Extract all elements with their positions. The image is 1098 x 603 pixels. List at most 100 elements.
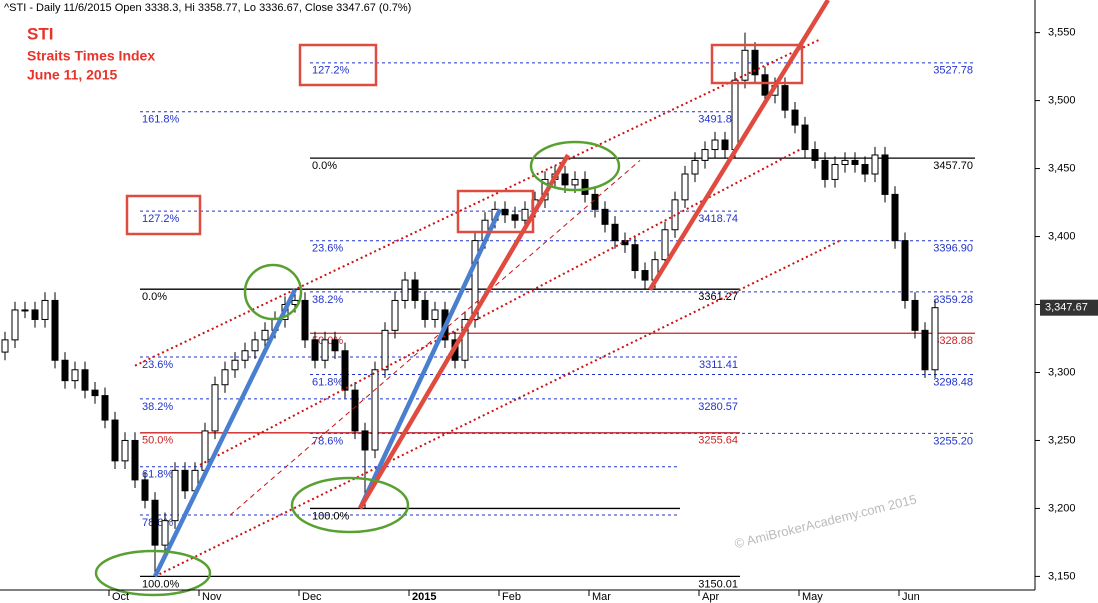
candle-body [341, 350, 349, 391]
candle-body [251, 339, 259, 352]
candle-body [171, 469, 179, 522]
candle-body [851, 159, 859, 165]
fib-value-label: 3457.70 [933, 160, 973, 172]
highlight-box [125, 194, 202, 236]
candle-body [301, 299, 309, 341]
fib-value-label: 3311.41 [699, 359, 738, 371]
candle-body [401, 279, 409, 301]
last-price-box [1040, 299, 1098, 316]
fib-value-label: 3255.64 [698, 435, 738, 447]
candle-body [31, 309, 39, 320]
candle-body [411, 279, 419, 301]
candle-body [751, 49, 759, 76]
candle-body [571, 178, 579, 186]
candle-body [501, 208, 509, 216]
candle-body [691, 159, 699, 175]
fib-label: 100.0% [312, 510, 350, 522]
candle-body [111, 419, 119, 462]
candle-body [101, 395, 109, 421]
chart-title: STI [27, 24, 53, 43]
chart-subtitle: Straits Times Index [27, 48, 155, 64]
candle-body [241, 350, 249, 361]
fib-label: 50.0% [142, 435, 173, 447]
candle-body [121, 439, 129, 462]
candle-body [181, 469, 189, 492]
x-tick-label: 2015 [412, 591, 436, 603]
fib-value-label: 3255.20 [933, 435, 973, 447]
fib-value-label: 3328.88 [933, 335, 973, 347]
fib-label: 0.0% [142, 291, 167, 303]
candle-body [911, 299, 919, 331]
candle-body [601, 208, 609, 225]
candle-body [901, 240, 909, 301]
fib-label: 23.6% [312, 243, 343, 255]
fib-label: 100.0% [142, 578, 180, 590]
candle-body [811, 149, 819, 161]
x-tick-label: Apr [702, 591, 719, 603]
highlight-ellipse [529, 140, 621, 192]
fib-label: 38.2% [312, 294, 343, 306]
candle-body [21, 309, 29, 312]
fib-label: 0.0% [312, 160, 337, 172]
highlight-ellipse [94, 549, 212, 597]
candle-body [371, 369, 379, 451]
candle-body [891, 193, 899, 242]
y-tick-label: 3,400 [1048, 230, 1076, 242]
candle-body [661, 229, 669, 261]
highlight-ellipse [243, 263, 303, 321]
candle-body [11, 309, 19, 341]
candle-body [461, 318, 469, 361]
fib-label: 127.2% [312, 65, 350, 77]
x-tick-label: Feb [502, 591, 521, 603]
fib-value-label: 3491.83 [698, 114, 738, 126]
candle-body [701, 149, 709, 161]
candle-body [91, 389, 99, 397]
fib-label: 161.8% [142, 114, 180, 126]
candle-body [581, 178, 589, 195]
highlight-ellipse [290, 476, 410, 534]
x-tick-label: May [802, 591, 823, 603]
trend-line [229, 160, 641, 516]
candle-body [871, 154, 879, 175]
candle-body [561, 173, 569, 186]
fib-label: 23.6% [142, 359, 173, 371]
y-tick-label: 3,200 [1048, 502, 1076, 514]
candle-body [511, 214, 519, 221]
candle-body [391, 299, 399, 331]
trend-line [357, 208, 503, 510]
chart-date: June 11, 2015 [27, 67, 118, 83]
x-tick-label: Dec [302, 591, 322, 603]
candle-body [821, 159, 829, 180]
x-tick-label: Nov [202, 591, 222, 603]
candle-body [61, 359, 69, 382]
candle-body [321, 339, 329, 361]
candle-body [141, 479, 149, 501]
candle-body [211, 384, 219, 432]
candle-body [721, 139, 729, 151]
y-tick-label: 3,300 [1048, 366, 1076, 378]
candle-body [881, 154, 889, 195]
fib-value-label: 3150.01 [698, 578, 738, 590]
fib-label: 127.2% [142, 213, 180, 225]
fib-value-label: 3527.78 [933, 65, 973, 77]
candle-body [361, 430, 369, 451]
y-tick-label: 3,150 [1048, 570, 1076, 582]
fib-value-label: 3298.48 [933, 376, 973, 388]
candle-body [81, 369, 89, 391]
candle-body [41, 299, 49, 320]
candle-body [331, 339, 339, 352]
candle-body [761, 74, 769, 96]
candle-body [841, 159, 849, 165]
fib-label: 38.2% [142, 401, 173, 413]
plot-area: 161.8% 3491.83 127.2% 3418.74 0.0% 3361.27 23.… [1, 0, 975, 590]
candle-body [381, 329, 389, 371]
candle-body [261, 329, 269, 341]
y-tick-label: 3,500 [1048, 95, 1076, 107]
candle-body [921, 329, 929, 371]
candle-body [131, 439, 139, 481]
fib-label: 78.6% [312, 435, 343, 447]
x-tick-label: Mar [592, 591, 611, 603]
candle-body [221, 369, 229, 386]
